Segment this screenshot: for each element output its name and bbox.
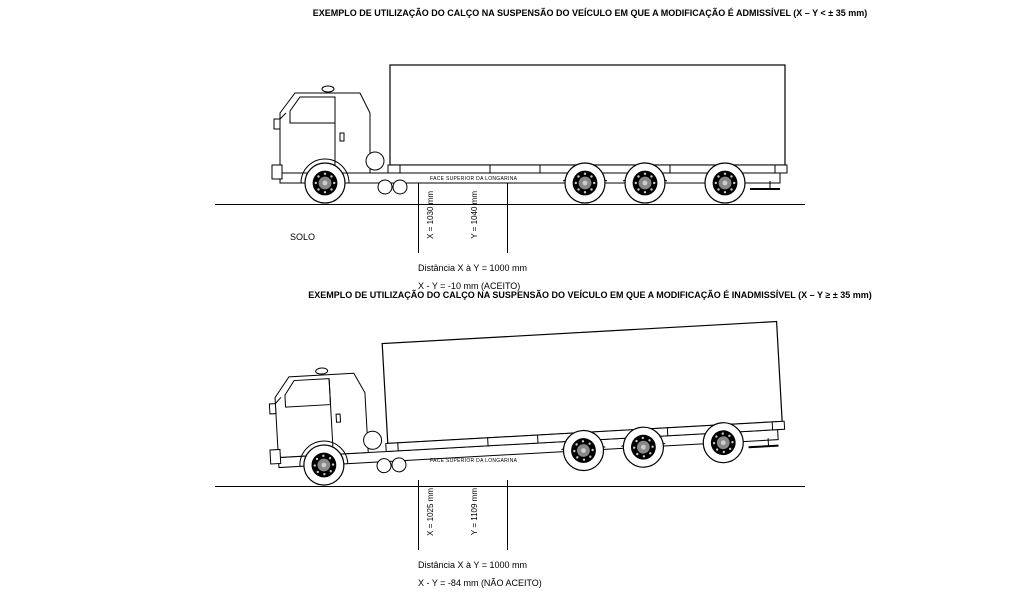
figure-1-title: EXEMPLO DE UTILIZAÇÃO DO CALÇO NA SUSPEN… <box>230 8 950 18</box>
truck-schematic <box>240 310 800 515</box>
distance-text: Distância X à Y = 1000 mm <box>418 560 527 570</box>
y-measurement-label: Y = 1040 mm <box>470 191 480 239</box>
truck-schematic <box>240 28 800 233</box>
solo-label: SOLO <box>290 232 315 242</box>
figure-2-title: EXEMPLO DE UTILIZAÇÃO DO CALÇO NA SUSPEN… <box>230 290 950 300</box>
x-measurement-label: X = 1030 mm <box>426 191 436 239</box>
x-measurement-label: X = 1025 mm <box>426 488 436 536</box>
figure-1-diagram: X = 1030 mmY = 1040 mmDistância X à Y = … <box>0 28 1009 258</box>
ground-line <box>215 204 805 205</box>
longarina-label: FACE SUPERIOR DA LONGARINA <box>430 176 517 182</box>
y-measurement-label: Y = 1109 mm <box>470 488 480 535</box>
distance-text: Distância X à Y = 1000 mm <box>418 263 527 273</box>
longarina-label: FACE SUPERIOR DA LONGARINA <box>430 458 517 464</box>
figure-2-diagram: X = 1025 mmY = 1109 mmDistância X à Y = … <box>0 310 1009 540</box>
result-text: X - Y = -84 mm (NÃO ACEITO) <box>418 578 542 588</box>
ground-line <box>215 486 805 487</box>
